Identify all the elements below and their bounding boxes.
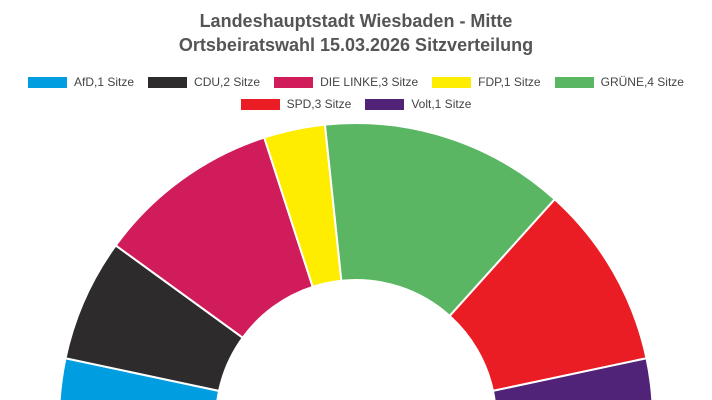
legend-swatch: [28, 76, 68, 88]
legend-label: GRÜNE,4 Sitze: [600, 75, 684, 89]
legend-item[interactable]: AfD,1 Sitze: [28, 75, 134, 89]
seat-segment-grüne[interactable]: [323, 122, 557, 318]
legend-label: CDU,2 Sitze: [194, 75, 261, 89]
legend-item[interactable]: FDP,1 Sitze: [432, 75, 541, 89]
legend-swatch: [432, 76, 472, 88]
legend-row-2: SPD,3 Sitze Volt,1 Sitze: [0, 97, 712, 111]
seat-segment-volt[interactable]: [491, 357, 654, 400]
legend-item[interactable]: GRÜNE,4 Sitze: [554, 75, 684, 89]
legend-label: AfD,1 Sitze: [74, 75, 135, 89]
chart-subtitle: Ortsbeiratswahl 15.03.2026 Sitzverteilun…: [178, 35, 534, 55]
legend-label: FDP,1 Sitze: [478, 75, 541, 89]
legend-label: DIE LINKE,3 Sitze: [320, 75, 419, 89]
legend-item[interactable]: Volt,1 Sitze: [365, 97, 471, 111]
legend-swatch: [365, 98, 405, 110]
legend-item[interactable]: DIE LINKE,3 Sitze: [274, 75, 418, 89]
legend-swatch: [148, 76, 188, 88]
legend-swatch: [240, 98, 280, 110]
legend-row-1: AfD,1 Sitze CDU,2 Sitze DIE LINKE,3 Sitze F…: [0, 75, 712, 89]
legend-item[interactable]: CDU,2 Sitze: [148, 75, 260, 89]
legend-item[interactable]: SPD,3 Sitze: [240, 97, 352, 111]
chart-title: Landeshauptstadt Wiesbaden - Mitte: [199, 11, 513, 31]
legend-swatch: [554, 76, 594, 88]
legend-label: Volt,1 Sitze: [411, 97, 472, 111]
legend-label: SPD,3 Sitze: [286, 97, 352, 111]
legend-swatch: [274, 76, 314, 88]
